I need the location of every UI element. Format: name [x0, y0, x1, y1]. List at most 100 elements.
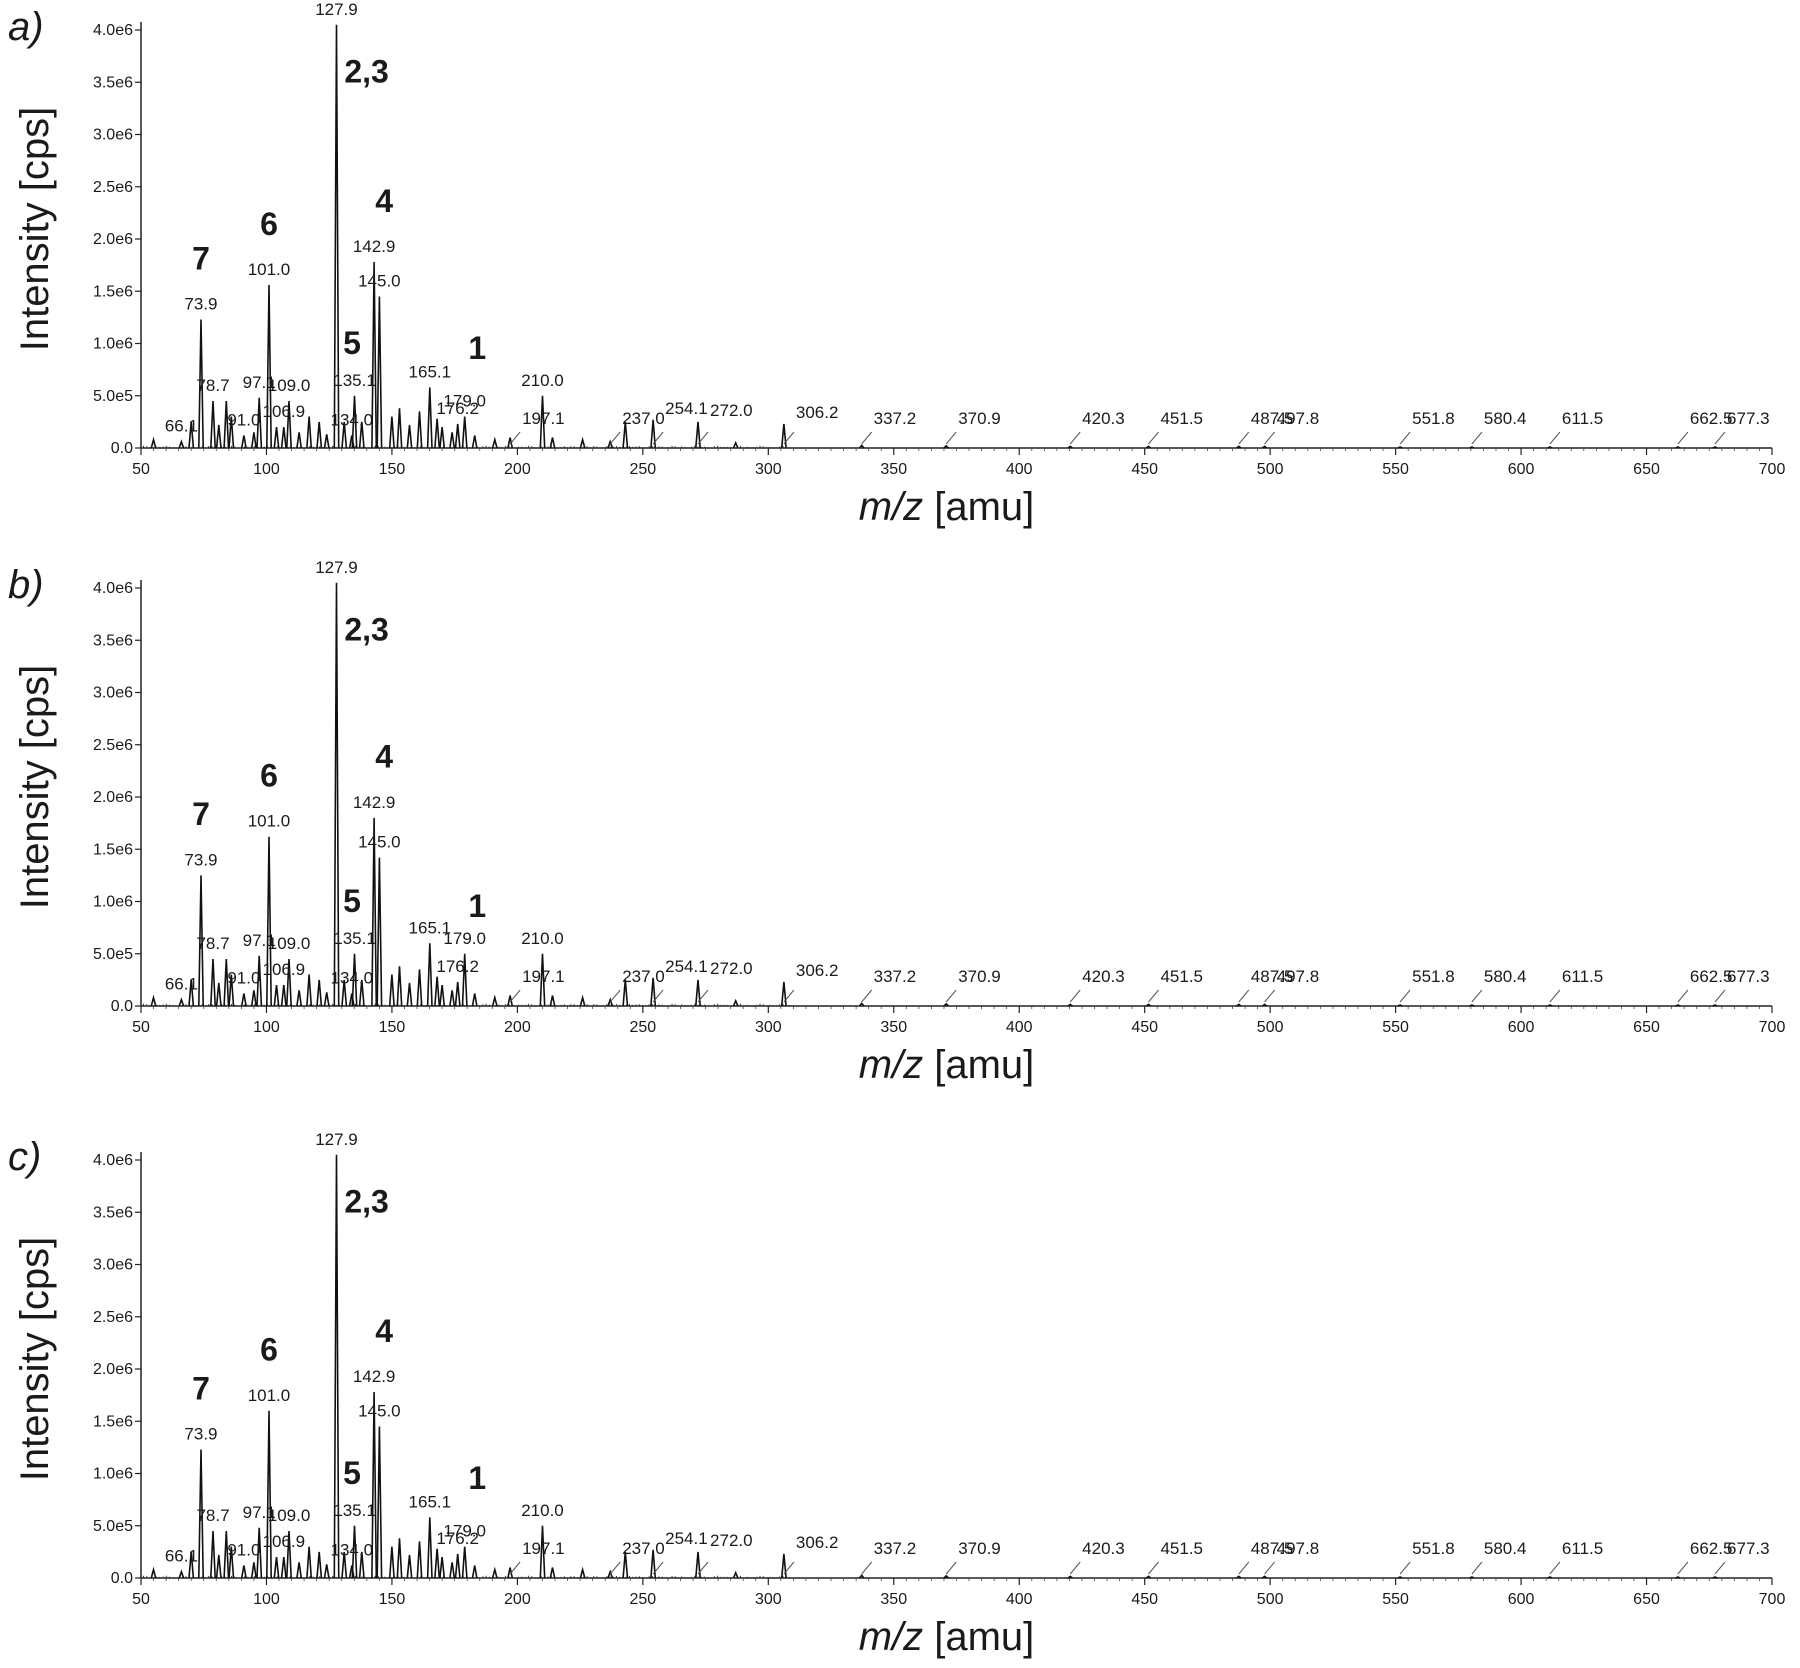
peak-callout [1714, 989, 1726, 1003]
spectrum-peak [1067, 445, 1073, 449]
y-tick-label: 2.0e6 [93, 231, 133, 248]
x-tick-label: 600 [1508, 1019, 1535, 1036]
spectrum-peak [549, 995, 556, 1007]
peak-callout [652, 431, 664, 445]
peak-callout [697, 989, 709, 1003]
peak-label: 109.0 [268, 376, 311, 395]
x-tick-label: 350 [880, 1019, 907, 1036]
peak-callout [509, 431, 521, 445]
peak-callout [1677, 989, 1689, 1003]
spectrum-peak [780, 981, 787, 1007]
peak-callout [1549, 1561, 1561, 1575]
peak-label: 78.7 [196, 934, 229, 953]
peak-label: 101.0 [248, 812, 291, 831]
peak-label: 179.0 [443, 392, 486, 411]
peak-label: 73.9 [184, 1424, 217, 1443]
x-tick-label: 200 [504, 461, 531, 478]
spectrum-peak [388, 416, 395, 449]
x-tick-label: 500 [1257, 1019, 1284, 1036]
peak-callout [1714, 1561, 1726, 1575]
y-tick-label: 0.0 [111, 998, 133, 1015]
compound-annotation: 2,3 [344, 611, 388, 647]
peak-label: 97.1 [243, 373, 276, 392]
peak-label: 210.0 [521, 371, 564, 390]
peak-label: 145.0 [358, 1401, 401, 1420]
spectrum-peak [1675, 1576, 1681, 1579]
peak-label: 101.0 [248, 1386, 291, 1405]
spectrum-peak [178, 997, 185, 1007]
spectrum-peak [507, 437, 514, 449]
peak-label: 210.0 [521, 929, 564, 948]
peak-label: 106.9 [263, 960, 306, 979]
spectrum-peak [449, 432, 456, 449]
y-axis-label: Intensity [cps] [13, 665, 57, 910]
spectrum-peak [461, 1546, 468, 1579]
spectrum-peak [371, 817, 378, 1007]
peak-label: 254.1 [665, 399, 708, 418]
spectrum-peak [1236, 1575, 1242, 1579]
peak-callout [1264, 431, 1275, 445]
spectrum-peak [150, 436, 157, 449]
peak-label: 551.8 [1412, 1539, 1455, 1558]
spectrum-peak [333, 24, 340, 449]
peak-label: 237.0 [622, 1539, 665, 1558]
peak-label: 306.2 [796, 403, 839, 422]
spectrum-peak [1469, 1576, 1475, 1579]
peak-callout [1714, 431, 1726, 445]
spectrum-peak [1397, 446, 1403, 449]
peak-callout [1399, 989, 1411, 1003]
spectrum-peak [396, 966, 403, 1007]
peak-label: 134.0 [331, 410, 374, 429]
x-tick-label: 50 [132, 461, 150, 478]
peak-callout [697, 431, 709, 445]
spectrum-peak [1675, 446, 1681, 449]
peak-label: 487.5 [1251, 1539, 1294, 1558]
x-tick-label: 300 [755, 461, 782, 478]
peak-callout [1069, 989, 1081, 1003]
compound-annotation: 6 [260, 1332, 278, 1368]
spectrum-peak [943, 444, 949, 449]
spectrum-peak [454, 981, 461, 1007]
spectrum-peak [416, 1541, 423, 1579]
peak-callout [1399, 431, 1411, 445]
peak-label: 145.0 [358, 271, 401, 290]
spectrum-peak [650, 1549, 657, 1579]
compound-annotation: 6 [260, 758, 278, 794]
peak-callout [1471, 431, 1483, 445]
peak-callout [861, 1561, 873, 1575]
peak-callout [509, 1561, 521, 1575]
peak-label: 97.1 [243, 931, 276, 950]
spectrum-peak [1145, 445, 1152, 449]
spectrum-peak [539, 953, 546, 1007]
spectrum-peak [286, 958, 292, 1007]
peak-label: 420.3 [1082, 967, 1125, 986]
peak-callout [861, 989, 873, 1003]
peak-label: 66.1 [165, 1547, 198, 1566]
x-axis-label: m/z [amu] [859, 485, 1035, 529]
spectrum-peak [1261, 1575, 1268, 1579]
spectrum-peak [1067, 1003, 1073, 1007]
peak-callout [1264, 989, 1275, 1003]
peak-label: 677.3 [1727, 967, 1770, 986]
peak-label: 451.5 [1160, 967, 1203, 986]
y-tick-label: 2.0e6 [93, 789, 133, 806]
spectrum-peak [454, 1553, 461, 1579]
spectrum-peak [1469, 1004, 1475, 1007]
peak-callout [861, 431, 873, 445]
peak-label: 78.7 [196, 1506, 229, 1525]
spectrum-peak [439, 1557, 446, 1579]
spectrum-peak [579, 994, 586, 1007]
x-tick-label: 550 [1382, 461, 1409, 478]
spectrum-peak [240, 435, 247, 449]
spectrum-peak [780, 1553, 787, 1579]
y-tick-label: 2.5e6 [93, 1309, 133, 1326]
spectrum-peak [416, 411, 423, 449]
compound-annotation: 4 [375, 739, 393, 775]
spectrum-peak [256, 397, 263, 449]
spectrum-peak [280, 1557, 287, 1579]
spectrum-peak [351, 953, 358, 1007]
spectrum-peak [178, 439, 185, 449]
compound-annotation: 7 [192, 796, 210, 832]
peak-callout [652, 1561, 664, 1575]
peak-callout [1549, 989, 1561, 1003]
